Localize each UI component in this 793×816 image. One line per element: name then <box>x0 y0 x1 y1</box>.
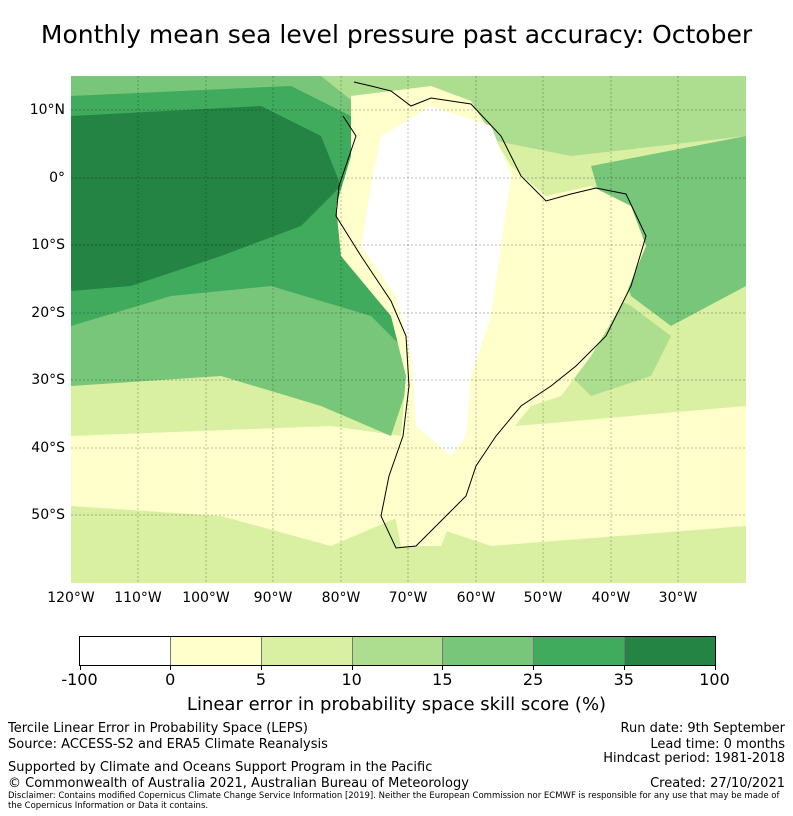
colorbar-bin <box>170 637 262 665</box>
footer-supported: Supported by Climate and Oceans Support … <box>8 760 433 775</box>
lon-label: 50°W <box>523 590 563 606</box>
colorbar-tick-label: 0 <box>165 670 176 689</box>
lat-label: 20°S <box>31 305 65 321</box>
map-title: Monthly mean sea level pressure past acc… <box>40 20 753 49</box>
lon-label: 90°W <box>253 590 293 606</box>
lon-label: 40°W <box>591 590 631 606</box>
colorbar-label: Linear error in probability space skill … <box>186 694 607 715</box>
lat-label: 0° <box>49 170 65 186</box>
hindcast-period: Hindcast period: 1981-2018 <box>603 751 785 766</box>
lon-label: 100°W <box>182 590 230 606</box>
footer-source: Source: ACCESS-S2 and ERA5 Climate Reana… <box>8 737 328 752</box>
lon-label: 120°W <box>47 590 95 606</box>
lon-label: 70°W <box>388 590 428 606</box>
created-date: Created: 27/10/2021 <box>650 776 785 791</box>
colorbar-tick-mark <box>714 665 716 670</box>
colorbar-tick-label: 25 <box>522 670 544 689</box>
colorbar-tick-label: 5 <box>255 670 267 689</box>
lon-label: 110°W <box>114 590 162 606</box>
lon-label: 30°W <box>658 590 698 606</box>
colorbar <box>79 636 716 666</box>
footer-copyright: © Commonwealth of Australia 2021, Austra… <box>8 776 469 791</box>
colorbar-bin <box>534 637 626 665</box>
lon-label: 60°W <box>456 590 496 606</box>
colorbar-bin <box>625 637 716 665</box>
colorbar-tick-mark <box>351 665 353 670</box>
colorbar-bin <box>352 637 444 665</box>
lat-label: 50°S <box>31 507 65 523</box>
colorbar-tick-label: 100 <box>699 670 730 689</box>
colorbar-bin <box>443 637 535 665</box>
lat-label: 10°N <box>29 102 65 118</box>
footer-method: Tercile Linear Error in Probability Spac… <box>8 721 308 736</box>
colorbar-tick-mark <box>260 665 262 670</box>
map-canvas <box>71 76 746 583</box>
colorbar-tick-label: 35 <box>613 670 634 689</box>
disclaimer: Disclaimer: Contains modified Copernicus… <box>8 791 780 811</box>
skill-score-map <box>71 76 746 583</box>
lon-label: 80°W <box>321 590 361 606</box>
lat-label: 40°S <box>31 440 65 456</box>
colorbar-tick-mark <box>533 665 535 670</box>
colorbar-tick-label: 15 <box>432 670 453 689</box>
colorbar-tick-mark <box>623 665 625 670</box>
run-date: Run date: 9th September <box>620 721 785 736</box>
colorbar-tick-mark <box>79 665 81 670</box>
lat-label: 10°S <box>31 237 65 253</box>
colorbar-tick-label: 10 <box>341 670 362 689</box>
lead-time: Lead time: 0 months <box>650 737 785 752</box>
colorbar-tick-mark <box>442 665 444 670</box>
colorbar-tick-label: -100 <box>61 670 98 689</box>
lat-label: 30°S <box>31 372 65 388</box>
colorbar-tick-mark <box>170 665 172 670</box>
colorbar-bin <box>261 637 353 665</box>
colorbar-bin <box>80 637 171 665</box>
